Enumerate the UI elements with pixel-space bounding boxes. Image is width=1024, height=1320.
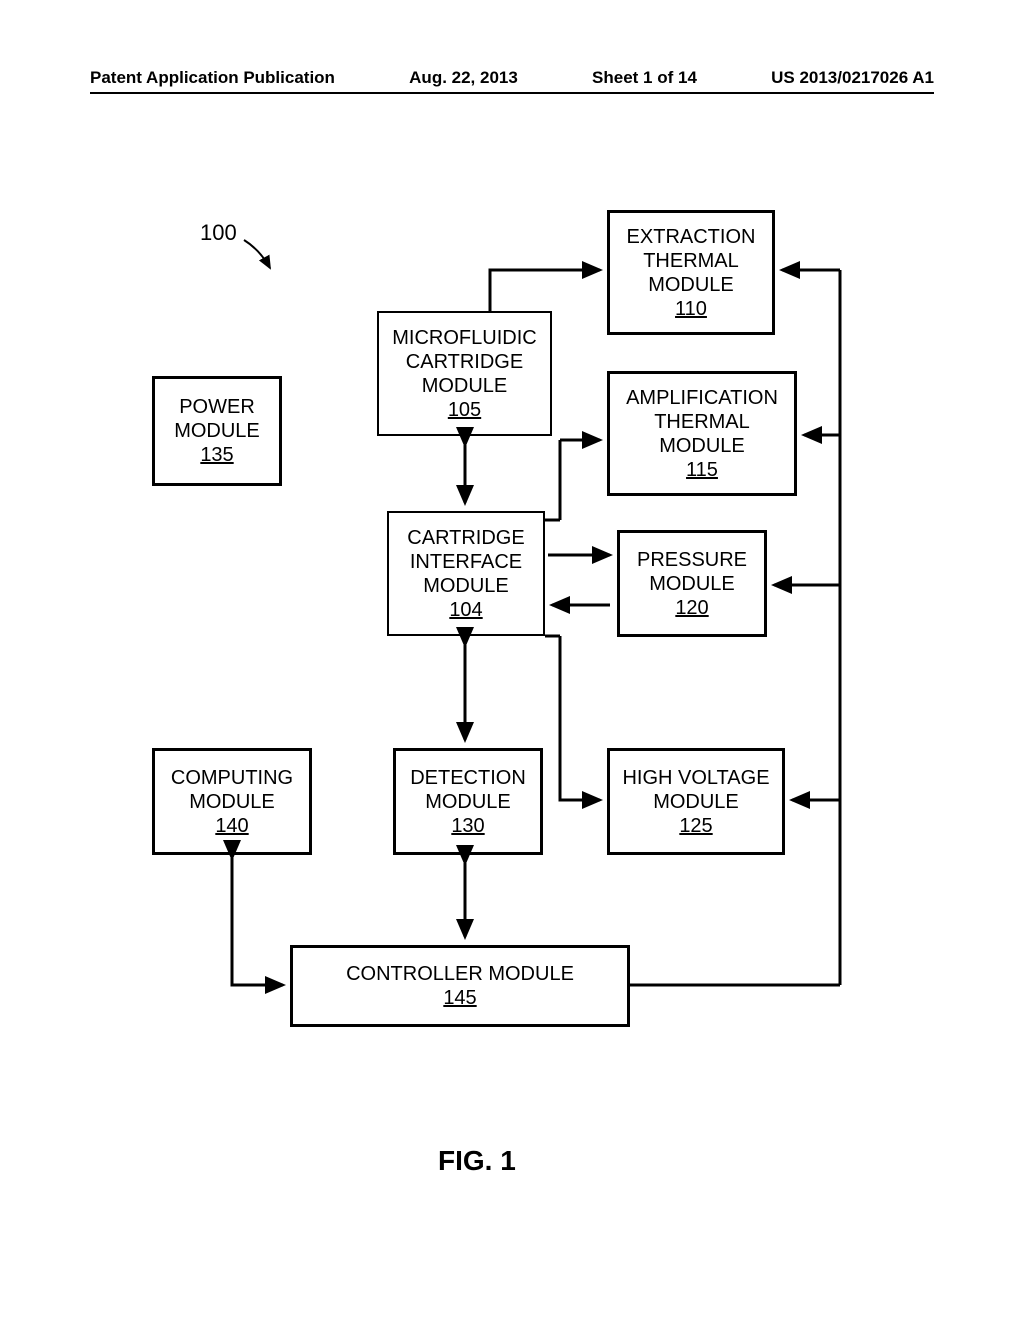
box-label-line: MODULE <box>648 273 734 297</box>
box-label-line: POWER <box>179 395 255 419</box>
box-label-line: THERMAL <box>654 410 750 434</box>
box-number: 140 <box>215 814 248 838</box>
box-label-line: MICROFLUIDIC <box>392 326 536 350</box>
box-label-line: INTERFACE <box>410 550 522 574</box>
cartridge-interface-module-box: CARTRIDGEINTERFACEMODULE104 <box>387 511 545 636</box>
publication-date: Aug. 22, 2013 <box>409 68 518 88</box>
power-module-box: POWERMODULE135 <box>152 376 282 486</box>
box-number: 110 <box>675 297 707 321</box>
publication-number: US 2013/0217026 A1 <box>771 68 934 88</box>
publication-label: Patent Application Publication <box>90 68 335 88</box>
box-number: 115 <box>686 458 718 482</box>
box-number: 120 <box>675 596 708 620</box>
box-label-line: AMPLIFICATION <box>626 386 778 410</box>
box-number: 125 <box>679 814 712 838</box>
high-voltage-module-box: HIGH VOLTAGEMODULE125 <box>607 748 785 855</box>
box-number: 130 <box>451 814 484 838</box>
microfluidic-cartridge-module-box: MICROFLUIDICCARTRIDGEMODULE105 <box>377 311 552 436</box>
header-rule <box>90 92 934 94</box>
figure-reference-label: 100 <box>200 220 237 246</box>
box-label-line: CONTROLLER MODULE <box>346 962 574 986</box>
pressure-module-box: PRESSUREMODULE120 <box>617 530 767 637</box>
figure-caption: FIG. 1 <box>438 1145 516 1177</box>
box-label-line: CARTRIDGE <box>406 350 523 374</box>
amplification-thermal-module-box: AMPLIFICATIONTHERMALMODULE115 <box>607 371 797 496</box>
box-label-line: HIGH VOLTAGE <box>622 766 769 790</box>
extraction-thermal-module-box: EXTRACTIONTHERMALMODULE110 <box>607 210 775 335</box>
box-label-line: MODULE <box>649 572 735 596</box>
box-label-line: PRESSURE <box>637 548 747 572</box>
box-label-line: DETECTION <box>410 766 526 790</box>
controller-module-box: CONTROLLER MODULE145 <box>290 945 630 1027</box>
box-number: 105 <box>448 398 481 422</box>
box-label-line: CARTRIDGE <box>407 526 524 550</box>
box-number: 104 <box>449 598 482 622</box>
page-header: Patent Application Publication Aug. 22, … <box>0 68 1024 88</box>
box-label-line: THERMAL <box>643 249 739 273</box>
box-label-line: MODULE <box>422 374 508 398</box>
box-label-line: MODULE <box>189 790 275 814</box>
box-label-line: COMPUTING <box>171 766 293 790</box>
box-label-line: MODULE <box>174 419 260 443</box>
sheet-number: Sheet 1 of 14 <box>592 68 697 88</box>
box-label-line: MODULE <box>659 434 745 458</box>
box-number: 135 <box>200 443 233 467</box>
connector-arrows <box>0 0 1024 1320</box>
patent-page: Patent Application Publication Aug. 22, … <box>0 0 1024 1320</box>
box-label-line: EXTRACTION <box>627 225 756 249</box>
detection-module-box: DETECTIONMODULE130 <box>393 748 543 855</box>
box-label-line: MODULE <box>425 790 511 814</box>
box-label-line: MODULE <box>423 574 509 598</box>
box-label-line: MODULE <box>653 790 739 814</box>
box-number: 145 <box>443 986 476 1010</box>
computing-module-box: COMPUTINGMODULE140 <box>152 748 312 855</box>
